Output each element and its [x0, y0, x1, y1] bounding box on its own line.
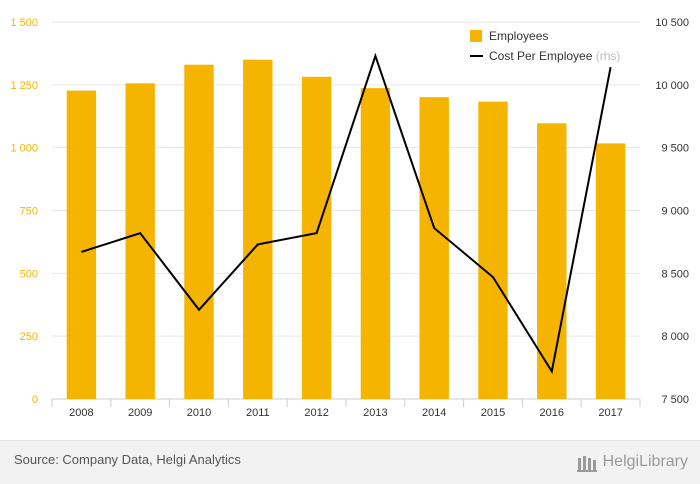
x-tick-label: 2015	[481, 407, 505, 419]
bar-employees	[126, 83, 155, 399]
legend-label-employees: Employees	[489, 29, 548, 43]
y-left-tick-label: 500	[20, 268, 38, 280]
x-tick-label: 2011	[246, 407, 270, 419]
legend-label-rhs: (rhs)	[596, 49, 621, 63]
y-left-tick-label: 1 500	[10, 17, 38, 29]
bar-employees	[302, 77, 331, 399]
x-tick-label: 2012	[304, 407, 328, 419]
y-left-tick-label: 250	[20, 331, 38, 343]
x-tick-label: 2016	[540, 407, 564, 419]
y-right-tick-label: 10 000	[655, 80, 689, 92]
y-right-tick-label: 7 500	[661, 394, 689, 406]
library-icon	[576, 452, 598, 472]
bar-employees	[420, 97, 449, 399]
bar-employees	[537, 123, 566, 399]
bar-employees	[596, 143, 625, 399]
y-left-tick-label: 0	[32, 394, 38, 406]
y-left-tick-label: 750	[20, 206, 38, 218]
y-right-tick-label: 8 500	[661, 268, 689, 280]
legend-swatch-employees	[470, 30, 482, 42]
x-tick-label: 2014	[422, 407, 446, 419]
brand-logo: HelgiLibrary	[576, 449, 688, 475]
y-left-tick-label: 1 250	[10, 80, 38, 92]
x-tick-label: 2009	[128, 407, 152, 419]
x-tick-label: 2008	[69, 407, 93, 419]
footer: Source: Company Data, Helgi Analytics He…	[0, 440, 700, 484]
bar-employees	[478, 102, 507, 399]
brand-name: HelgiLibrary	[603, 453, 688, 471]
bar-employees	[184, 65, 213, 399]
y-right-tick-label: 9 500	[661, 143, 689, 155]
y-right-tick-label: 8 000	[661, 331, 689, 343]
y-left-tick-label: 1 000	[10, 143, 38, 155]
y-right-tick-label: 9 000	[661, 206, 689, 218]
bar-employees	[243, 60, 272, 399]
bar-employees	[361, 88, 390, 399]
x-tick-label: 2010	[187, 407, 211, 419]
x-tick-label: 2017	[598, 407, 622, 419]
source-note: Source: Company Data, Helgi Analytics	[14, 452, 241, 467]
x-tick-label: 2013	[363, 407, 387, 419]
chart-svg: 0 250 500 750 1 000 1 250 1 500 7 500 8 000 8 500…	[0, 0, 700, 440]
bar-employees	[67, 91, 96, 399]
line-cost-per-employee	[81, 56, 610, 371]
legend-label-cost: Cost Per Employee (rhs)	[489, 49, 620, 63]
y-right-tick-label: 10 500	[655, 17, 689, 29]
combo-chart: 0 250 500 750 1 000 1 250 1 500 7 500 8 000 8 500…	[0, 0, 700, 440]
